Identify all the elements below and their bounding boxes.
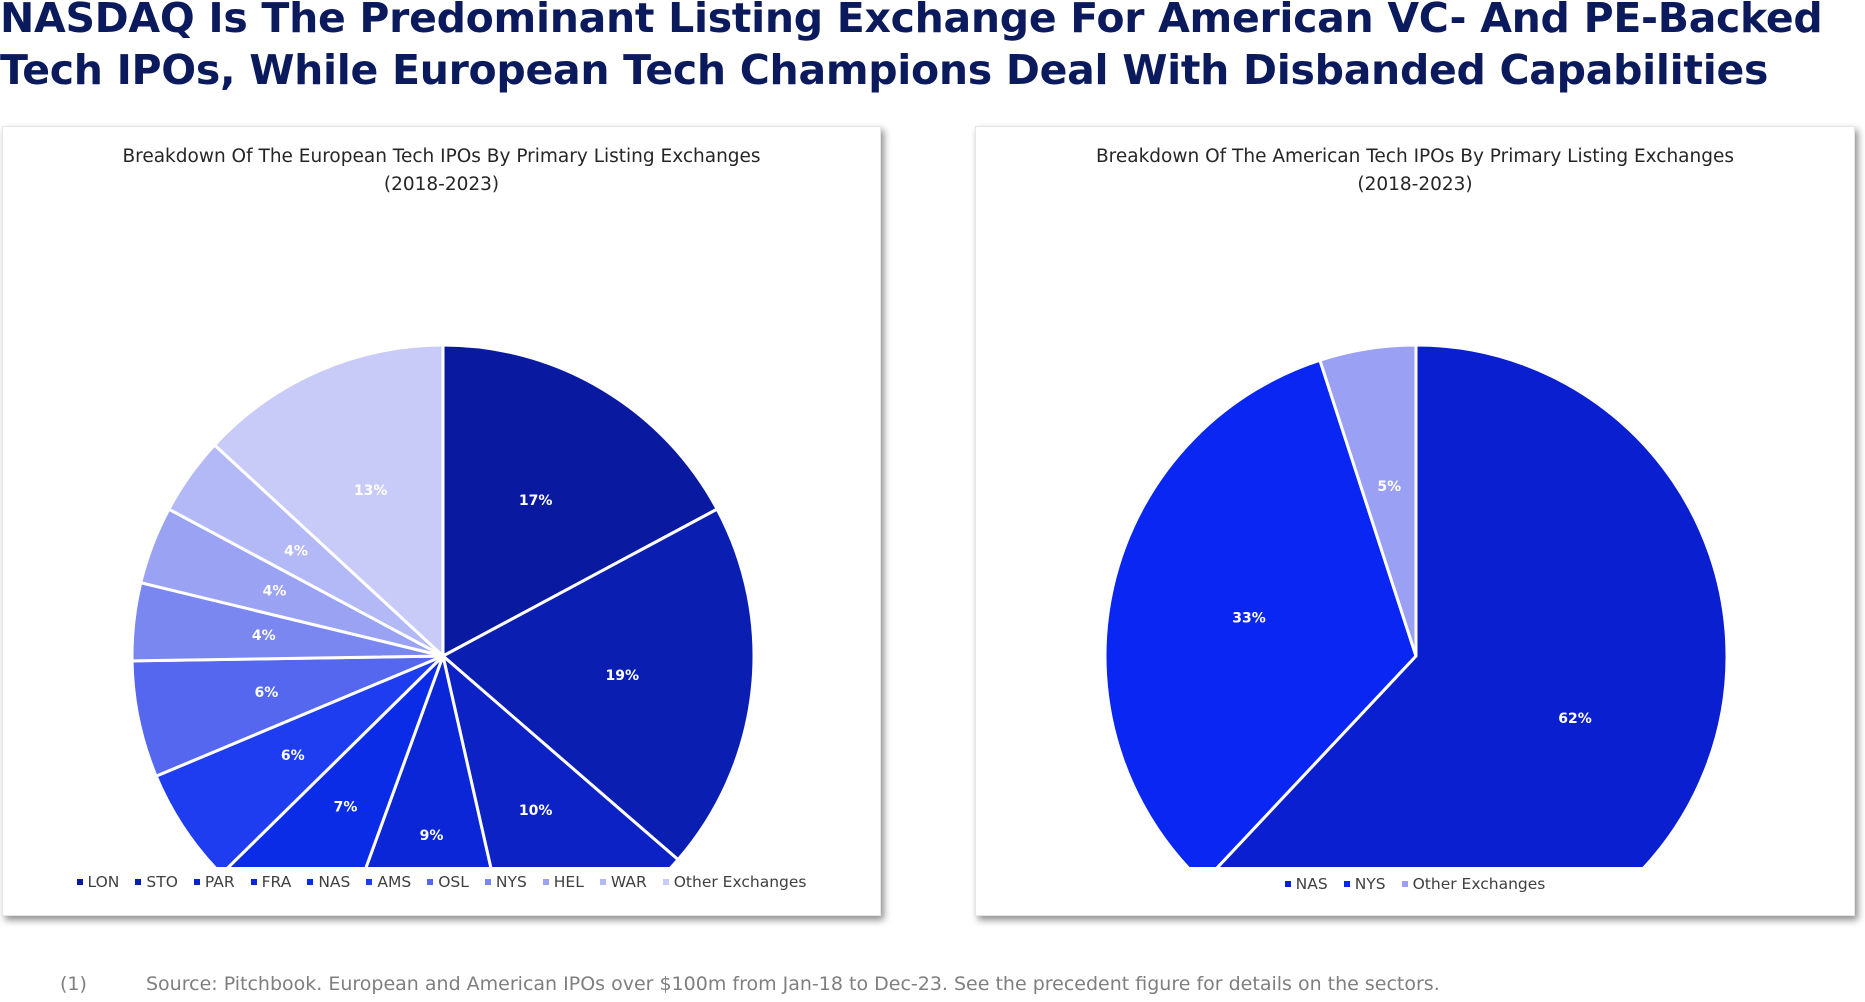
european-legend-label-nas: NAS	[318, 873, 351, 891]
american-legend-item-other-exchanges: Other Exchanges	[1401, 875, 1546, 893]
european-legend-swatch-war	[599, 879, 606, 885]
european-legend-item-par: PAR	[193, 873, 235, 891]
european-pie-slice-par	[441, 654, 680, 867]
european-legend-swatch-lon	[76, 879, 83, 885]
american-pie-label-nas: 62%	[1558, 711, 1592, 727]
page-title: NASDAQ Is The Predominant Listing Exchan…	[0, 0, 1823, 94]
european-pie-label-fra: 9%	[420, 828, 444, 844]
european-legend-label-osl: OSL	[438, 873, 469, 891]
european-legend-label-fra: FRA	[261, 873, 292, 891]
european-legend-swatch-fra	[250, 879, 257, 885]
european-legend-label-nys: NYS	[495, 873, 527, 891]
european-legend-swatch-sto	[135, 879, 142, 885]
european-legend-item-lon: LON	[76, 873, 120, 891]
european-pie-label-other-exchanges: 13%	[354, 483, 388, 499]
american-legend-item-nys: NYS	[1343, 875, 1386, 893]
european-legend-swatch-par	[193, 879, 200, 885]
american-legend-label-nys: NYS	[1354, 875, 1386, 893]
european-pie-slice-other-exchanges	[213, 343, 445, 658]
european-pie-label-osl: 6%	[255, 685, 279, 701]
european-legend-swatch-nas	[307, 879, 314, 885]
american-chart-legend: NAS NYS Other Exchanges	[976, 875, 1854, 893]
european-legend-label-par: PAR	[204, 873, 235, 891]
american-legend-item-nas: NAS	[1284, 875, 1328, 893]
european-pie-label-war: 4%	[284, 543, 308, 559]
european-pie-slice-sto	[441, 507, 756, 862]
american-legend-swatch-nys	[1343, 881, 1350, 887]
american-pie-label-other-exchanges: 5%	[1377, 479, 1401, 495]
european-pie-slice-ams	[154, 654, 445, 867]
american-legend-label-nas: NAS	[1295, 875, 1328, 893]
european-legend-label-other-exchanges: Other Exchanges	[673, 873, 807, 891]
european-chart-title: Breakdown Of The European Tech IPOs By P…	[3, 143, 880, 199]
american-legend-swatch-nas	[1284, 881, 1291, 887]
american-chart-subtitle: (2018-2023)	[1357, 174, 1473, 195]
european-legend-item-nys: NYS	[484, 873, 527, 891]
european-legend-item-fra: FRA	[250, 873, 292, 891]
american-pie-slice-nas	[1215, 343, 1729, 867]
european-legend-label-lon: LON	[87, 873, 120, 891]
european-legend-swatch-osl	[427, 879, 434, 885]
american-pie-chart: 62% 33% 5%	[1103, 343, 1729, 867]
european-chart-title-text: Breakdown Of The European Tech IPOs By P…	[122, 146, 761, 167]
european-pie-chart: 17% 19% 10% 9% 7% 6% 6% 4% 4% 4% 13%	[130, 343, 756, 867]
european-legend-item-war: WAR	[599, 873, 647, 891]
footnote-number: (1)	[60, 973, 87, 995]
american-ipo-chart-card: Breakdown Of The American Tech IPOs By P…	[975, 126, 1855, 916]
european-pie-label-nas: 7%	[334, 800, 358, 816]
footnote-text: Source: Pitchbook. European and American…	[146, 973, 1440, 995]
european-pie-label-nys: 4%	[252, 628, 276, 644]
european-legend-swatch-other-exchanges	[662, 879, 669, 885]
european-legend-item-ams: AMS	[366, 873, 411, 891]
american-legend-swatch-other-exchanges	[1401, 881, 1408, 887]
european-legend-swatch-ams	[366, 879, 373, 885]
european-pie-label-hel: 4%	[263, 584, 287, 600]
european-pie-label-sto: 19%	[606, 668, 640, 684]
american-chart-title-text: Breakdown Of The American Tech IPOs By P…	[1095, 146, 1735, 167]
european-pie-label-lon: 17%	[519, 493, 553, 509]
american-legend-label-other-exchanges: Other Exchanges	[1412, 875, 1546, 893]
source-footnote: (1) Source: Pitchbook. European and Ameri…	[60, 973, 1440, 995]
european-legend-swatch-nys	[484, 879, 491, 885]
european-pie-label-par: 10%	[519, 803, 553, 819]
american-pie-slice-nys	[1103, 358, 1418, 867]
european-legend-item-osl: OSL	[427, 873, 469, 891]
european-ipo-chart-card: Breakdown Of The European Tech IPOs By P…	[2, 126, 881, 916]
european-legend-item-other-exchanges: Other Exchanges	[662, 873, 807, 891]
european-legend-swatch-hel	[542, 879, 549, 885]
american-chart-title: Breakdown Of The American Tech IPOs By P…	[976, 143, 1854, 199]
european-chart-legend: LON STO PAR FRA NAS AMS OSL NYS HEL WAR Other Exch…	[3, 873, 880, 891]
european-legend-item-hel: HEL	[542, 873, 584, 891]
european-legend-label-hel: HEL	[553, 873, 584, 891]
european-legend-item-nas: NAS	[307, 873, 350, 891]
european-pie-slice-lon	[441, 343, 719, 658]
european-legend-label-sto: STO	[146, 873, 178, 891]
american-pie-label-nys: 33%	[1232, 611, 1266, 627]
european-pie-slice-osl	[130, 654, 445, 778]
european-pie-label-ams: 6%	[281, 748, 305, 764]
american-pie-slice-other-exchanges	[1318, 343, 1418, 658]
european-pie-slice-fra	[364, 654, 493, 867]
european-legend-label-war: WAR	[610, 873, 647, 891]
european-chart-subtitle: (2018-2023)	[383, 174, 500, 195]
european-legend-label-ams: AMS	[377, 873, 412, 891]
european-legend-item-sto: STO	[135, 873, 178, 891]
